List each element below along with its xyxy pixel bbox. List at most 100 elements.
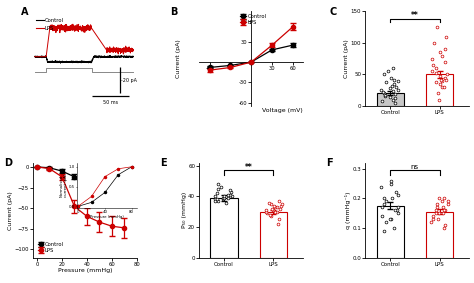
Point [386,217,394,221]
Point [381,91,388,96]
Point [436,74,444,78]
Point [428,56,435,61]
Point [440,85,448,89]
Point [441,208,449,213]
Point [266,213,274,217]
Point [434,217,442,221]
Point [278,203,285,208]
Point [378,214,385,218]
Point [380,202,387,207]
Text: ns: ns [411,164,419,170]
Point [386,95,394,99]
Point [211,194,219,199]
Bar [376,93,404,106]
Text: **: ** [245,163,253,172]
Point [380,72,388,77]
Point [432,208,440,213]
Point [438,77,445,82]
Text: 50 ms: 50 ms [103,100,118,104]
Point [391,92,399,96]
Point [387,178,395,183]
Point [391,96,398,101]
Point [439,205,447,209]
Text: A: A [21,7,28,17]
Point [391,226,398,230]
Point [380,229,388,233]
Point [213,191,221,196]
Point [442,59,449,64]
Point [219,196,227,200]
Point [213,197,221,202]
Point [382,94,389,98]
Point [271,203,278,208]
Point [380,196,388,201]
Point [444,199,451,203]
Text: **: ** [411,11,419,20]
Point [433,25,441,29]
Point [390,82,398,86]
Point [262,209,270,214]
Point [440,208,447,213]
Text: E: E [160,158,166,168]
Text: LPS: LPS [45,26,54,31]
Point [432,66,440,70]
Point [427,220,435,224]
Point [438,53,446,58]
Point [441,75,449,80]
Point [433,202,440,207]
Point [432,211,440,215]
Point [215,199,222,203]
Point [263,211,270,215]
Text: F: F [326,158,333,168]
X-axis label: Pressure (mmHg): Pressure (mmHg) [58,268,112,273]
Point [381,92,389,97]
Point [272,205,279,209]
Point [438,199,446,203]
Point [394,193,402,198]
Point [220,196,228,200]
Point [387,86,394,91]
Point [383,199,390,203]
Point [430,41,438,45]
Point [443,72,451,77]
Point [433,205,440,209]
Point [273,209,281,214]
Point [268,206,275,211]
Point [377,87,385,92]
Point [444,202,452,207]
Text: Voltage (mV): Voltage (mV) [263,108,303,113]
Bar [210,198,237,258]
Point [435,211,443,215]
Legend: Control, LPS: Control, LPS [36,240,66,255]
Point [387,181,394,186]
Point [442,34,450,39]
Point [429,217,437,221]
Point [217,185,225,190]
Point [383,80,390,84]
Point [389,97,396,102]
Point [267,214,274,218]
Y-axis label: q (mmHg⁻¹): q (mmHg⁻¹) [345,191,351,229]
Point [440,196,448,201]
Point [387,217,394,221]
Point [437,50,444,55]
Point [435,97,442,102]
Point [388,196,396,201]
Point [275,199,283,203]
Point [227,193,234,197]
Text: D: D [4,158,12,168]
Point [394,88,402,93]
Text: -20 pA: -20 pA [121,78,137,83]
Point [378,99,385,103]
Point [275,217,283,222]
Point [267,202,274,206]
Y-axis label: Current (pA): Current (pA) [345,39,349,78]
Point [214,182,222,186]
Point [394,211,401,215]
Point [391,100,399,105]
Point [223,200,230,205]
Point [219,197,227,202]
Point [227,188,234,193]
Bar [260,212,287,258]
Point [436,82,444,86]
